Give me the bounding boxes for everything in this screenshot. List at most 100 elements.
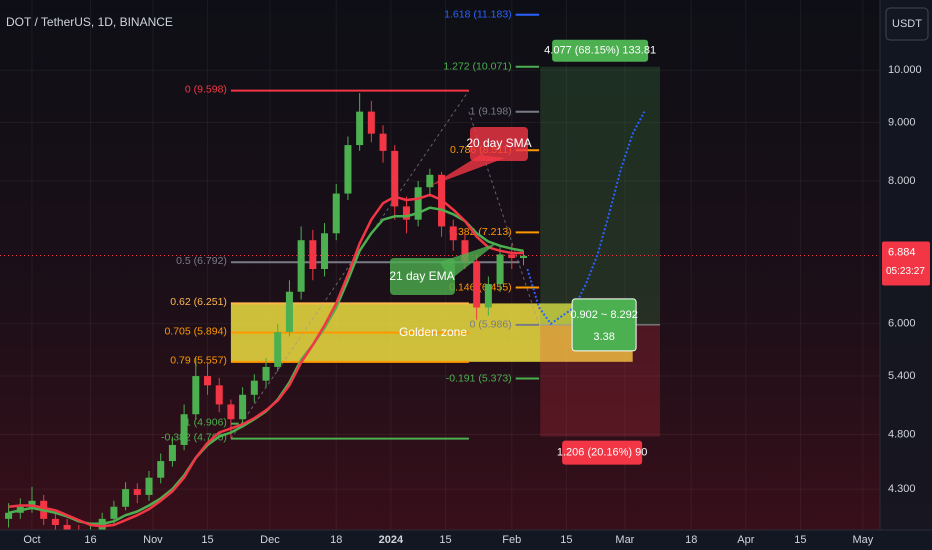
candle-body xyxy=(496,254,504,285)
candle-body xyxy=(63,525,71,530)
candle-body xyxy=(297,240,305,292)
fib-label: 0.146 (6.455) xyxy=(449,281,511,293)
fib-label: 1 (4.906) xyxy=(185,416,227,428)
y-tick-label: 4.300 xyxy=(888,483,916,495)
sma-callout-text: 20 day SMA xyxy=(466,136,531,150)
candle-body xyxy=(402,206,410,220)
x-tick-label: Oct xyxy=(23,534,40,546)
candle-body xyxy=(449,226,457,241)
x-tick-label: Nov xyxy=(143,534,163,546)
x-tick-label: 15 xyxy=(794,534,806,546)
last-price-label: 6.884 xyxy=(888,246,916,258)
moving-average xyxy=(8,193,524,528)
fib-label: 0.705 (5.894) xyxy=(164,325,226,337)
chart-title: DOT / TetherUS, 1D, BINANCE xyxy=(6,15,173,29)
candle-body xyxy=(110,506,118,519)
x-tick-label: 15 xyxy=(560,534,572,546)
x-tick-label: May xyxy=(852,534,873,546)
y-tick-label: 4.800 xyxy=(888,428,916,440)
target-label-box xyxy=(552,39,649,62)
candle-body xyxy=(145,477,153,495)
candle-body xyxy=(367,111,375,134)
candle-body xyxy=(484,284,492,308)
candle-body xyxy=(344,145,352,194)
profit-zone xyxy=(540,66,660,325)
y-tick-label: 6.000 xyxy=(888,318,916,330)
time-axis xyxy=(0,530,932,550)
candle-body xyxy=(168,444,176,462)
stop-label: 1.206 (20.16%) 90 xyxy=(557,446,648,458)
candle-body xyxy=(274,332,282,367)
candle-body xyxy=(5,512,13,519)
candle-body xyxy=(391,150,399,207)
candle-body xyxy=(250,380,258,395)
candle-body xyxy=(356,111,364,146)
candle-body xyxy=(28,500,36,507)
candle-body xyxy=(227,404,235,420)
candle-body xyxy=(519,255,527,259)
candle-body xyxy=(426,174,434,188)
x-tick-label: Dec xyxy=(260,534,280,546)
candle-body xyxy=(332,193,340,234)
candle-body xyxy=(122,489,130,507)
x-tick-label: 16 xyxy=(84,534,96,546)
x-tick-label: 2024 xyxy=(379,534,404,546)
ratio-label: 3.38 xyxy=(593,331,614,343)
plot-area: 0 (9.598) 0.5 (6.792) 0.62 (6.251) 0.705 (5… xyxy=(0,9,880,530)
candle-body xyxy=(133,489,141,495)
fib-label: 1.272 (10.071) xyxy=(443,61,511,73)
y-tick-label: 5.400 xyxy=(888,370,916,382)
fib-label: 0.62 (6.251) xyxy=(170,296,227,308)
candle-body xyxy=(239,394,247,420)
fib-label: 0.5 (6.792) xyxy=(176,255,227,267)
y-tick-label: 10.000 xyxy=(888,64,922,76)
target-label: 4.077 (68.15%) 133.81 xyxy=(544,45,656,57)
x-tick-label: 15 xyxy=(439,534,451,546)
y-tick-label: 9.000 xyxy=(888,116,916,128)
candle-body xyxy=(309,240,317,269)
candle-body xyxy=(414,187,422,220)
x-tick-label: 18 xyxy=(685,534,697,546)
last-price-tag xyxy=(882,241,930,286)
countdown-label: 05:23:27 xyxy=(886,266,925,277)
x-tick-label: Feb xyxy=(502,534,521,546)
candle-body xyxy=(51,518,59,526)
entry-label-box xyxy=(571,298,637,352)
fib-label: 0 (9.598) xyxy=(185,83,227,95)
candle-body xyxy=(192,376,200,415)
sma-callout xyxy=(470,127,528,161)
fib-label: 0.79 (5.557) xyxy=(170,355,227,367)
candle-body xyxy=(285,291,293,333)
stop-label-box xyxy=(562,440,643,465)
axes: 10.000 9.000 8.000 6.000 5.400 4.800 4.300 Oct 1… xyxy=(23,64,930,546)
candle-body xyxy=(473,261,481,308)
candle-body xyxy=(262,366,270,381)
candle-body xyxy=(215,385,223,405)
x-tick-label: Mar xyxy=(615,534,634,546)
candle-body xyxy=(157,461,165,478)
fib-label: 1.618 (11.183) xyxy=(444,9,512,21)
x-tick-label: 15 xyxy=(201,534,213,546)
projection xyxy=(526,111,646,326)
currency-button[interactable] xyxy=(885,7,929,41)
entry-label: 0.902 ~ 8.292 xyxy=(570,309,638,321)
ema-callout xyxy=(390,258,455,295)
candle-body xyxy=(379,133,387,151)
sma-callout-pointer xyxy=(430,155,505,186)
x-tick-label: 18 xyxy=(330,534,342,546)
candle-body xyxy=(508,254,516,259)
candle-body xyxy=(321,233,329,269)
fib-label: 0 (5.986) xyxy=(470,319,512,331)
candle-body xyxy=(461,240,469,262)
fib-trend xyxy=(230,90,470,439)
golden-zone-label: Golden zone xyxy=(399,325,467,339)
x-tick-label: Apr xyxy=(737,534,754,546)
candle-body xyxy=(180,414,188,445)
ema-callout-text: 21 day EMA xyxy=(389,269,454,283)
currency-label[interactable]: USDT xyxy=(892,18,922,30)
candle-body xyxy=(204,376,212,386)
fib-label: -0.191 (5.373) xyxy=(446,372,512,384)
